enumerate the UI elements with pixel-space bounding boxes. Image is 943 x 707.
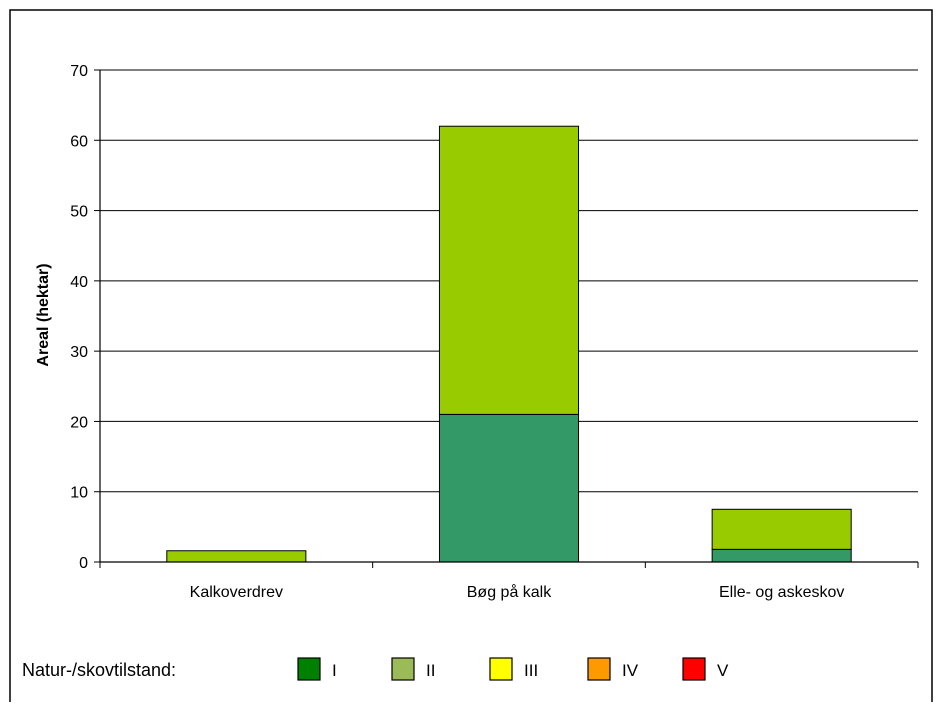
legend-label: I <box>332 661 337 680</box>
legend-label: V <box>717 661 729 680</box>
y-tick-label: 0 <box>79 555 88 572</box>
bar-segment <box>711 548 852 563</box>
bar-segment <box>166 550 307 563</box>
y-tick-label: 40 <box>70 274 88 291</box>
y-tick-label: 50 <box>70 204 88 221</box>
bar-segment <box>711 508 852 550</box>
legend-swatch <box>682 657 706 681</box>
y-tick-labels: 0 10 20 30 40 50 60 70 <box>70 63 88 572</box>
bar-segment <box>438 413 580 563</box>
legend-swatch <box>489 657 513 681</box>
legend-label: II <box>426 661 435 680</box>
y-tick-label: 60 <box>70 133 88 150</box>
category-label: Elle- og askeskov <box>719 584 844 601</box>
bar-segment <box>438 125 580 415</box>
y-tick-label: 70 <box>70 63 88 80</box>
y-tick-label: 30 <box>70 344 88 361</box>
legend-label: III <box>524 661 538 680</box>
legend-swatch <box>391 657 415 681</box>
category-labels: Kalkoverdrev Bøg på kalk Elle- og askeskov <box>190 583 845 601</box>
legend-swatch <box>297 657 321 681</box>
legend: Natur-/skovtilstand: I II III IV V <box>22 657 729 681</box>
y-tick-label: 20 <box>70 414 88 431</box>
axes <box>94 69 919 568</box>
legend-swatch <box>587 657 611 681</box>
y-axis-label: Areal (hektar) <box>35 263 52 366</box>
category-label: Kalkoverdrev <box>190 584 283 601</box>
legend-label: IV <box>622 661 639 680</box>
y-tick-label: 10 <box>70 485 88 502</box>
category-label: Bøg på kalk <box>467 583 552 601</box>
legend-title: Natur-/skovtilstand: <box>22 660 176 680</box>
